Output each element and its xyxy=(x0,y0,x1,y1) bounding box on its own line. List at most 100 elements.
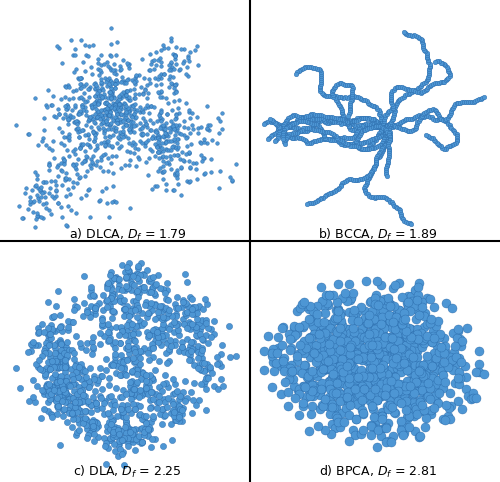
Point xyxy=(364,144,372,152)
Point xyxy=(422,108,430,116)
Point xyxy=(328,362,336,370)
Point xyxy=(53,163,61,171)
Point xyxy=(390,121,398,129)
Point xyxy=(306,344,314,351)
Point xyxy=(395,340,403,348)
Point xyxy=(472,97,480,105)
Point xyxy=(342,140,350,147)
Point xyxy=(97,93,105,100)
Point xyxy=(433,80,441,87)
Point xyxy=(265,118,273,125)
Point xyxy=(64,133,72,140)
Point xyxy=(366,391,374,399)
Point xyxy=(110,93,118,100)
Point xyxy=(144,302,152,310)
Point xyxy=(302,127,310,134)
Point xyxy=(58,376,66,384)
Point xyxy=(171,131,179,139)
Point xyxy=(168,312,176,320)
Point xyxy=(390,374,398,381)
Point xyxy=(278,324,286,332)
Point xyxy=(360,380,368,388)
Point xyxy=(304,382,312,390)
Point xyxy=(308,381,316,388)
Point xyxy=(274,123,282,131)
Point xyxy=(103,296,111,304)
Point xyxy=(367,101,375,109)
Point xyxy=(343,362,351,370)
Point xyxy=(319,351,327,359)
Point xyxy=(193,315,201,323)
Point xyxy=(372,194,380,201)
Point xyxy=(74,390,82,398)
Point xyxy=(198,344,206,351)
Point xyxy=(412,427,420,435)
Point xyxy=(104,63,112,70)
Point xyxy=(344,437,352,444)
Point xyxy=(97,106,105,114)
Point xyxy=(166,72,174,80)
Point xyxy=(134,351,141,359)
Point xyxy=(61,82,69,90)
Point xyxy=(78,109,86,117)
Point xyxy=(12,121,20,129)
Point xyxy=(200,154,208,162)
Point xyxy=(114,102,122,109)
Point xyxy=(148,375,156,382)
Point xyxy=(90,118,98,126)
Point xyxy=(442,62,450,69)
Point xyxy=(400,93,407,100)
Point xyxy=(96,108,104,116)
Point xyxy=(424,369,432,376)
Point xyxy=(448,126,456,134)
Point xyxy=(122,282,130,290)
Point xyxy=(159,313,167,321)
Point xyxy=(334,362,342,370)
Point xyxy=(360,145,368,153)
Point xyxy=(422,353,430,361)
Point xyxy=(361,145,369,153)
Point xyxy=(341,81,349,89)
Point xyxy=(338,134,346,141)
Point xyxy=(31,224,39,231)
Point xyxy=(180,348,188,356)
Point xyxy=(77,385,85,392)
Point xyxy=(367,124,375,132)
Point xyxy=(360,184,368,192)
Point xyxy=(103,303,111,311)
Point xyxy=(166,146,173,154)
Point xyxy=(120,305,128,312)
Point xyxy=(116,66,124,74)
Point xyxy=(148,134,156,142)
Point xyxy=(281,378,289,386)
Point xyxy=(125,139,133,147)
Point xyxy=(386,134,394,142)
Point xyxy=(151,302,159,309)
Point xyxy=(126,119,134,126)
Point xyxy=(96,115,104,123)
Point xyxy=(132,94,140,102)
Point xyxy=(418,298,426,306)
Point xyxy=(376,112,384,120)
Point xyxy=(121,268,129,276)
Point xyxy=(364,368,372,376)
Point xyxy=(56,311,64,319)
Point xyxy=(390,408,398,415)
Point xyxy=(279,121,287,129)
Point xyxy=(194,42,202,50)
Point xyxy=(102,99,110,107)
Point xyxy=(445,112,453,120)
Point xyxy=(326,92,334,100)
Point xyxy=(70,161,78,168)
Point xyxy=(314,318,322,326)
Point xyxy=(153,128,161,135)
Point xyxy=(100,321,108,329)
Point xyxy=(382,384,390,392)
Point xyxy=(456,354,464,362)
Point xyxy=(142,139,150,147)
Point xyxy=(150,66,158,73)
Point xyxy=(349,328,357,335)
Point xyxy=(396,355,404,362)
Point xyxy=(170,300,178,308)
Point xyxy=(300,136,308,144)
